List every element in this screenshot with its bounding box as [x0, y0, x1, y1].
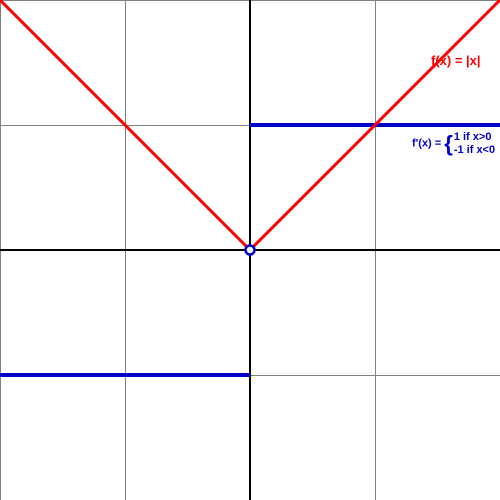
label-f: f(x) = |x| — [431, 54, 481, 68]
label-fprime-case1: 1 if x>0 — [454, 131, 495, 144]
label-fprime-case2: -1 if x<0 — [454, 144, 495, 157]
open-circle-marker — [246, 246, 255, 255]
label-fprime-cases: 1 if x>0-1 if x<0 — [454, 131, 495, 156]
derivative-chart: f(x) = |x| f'(x) = {1 if x>0-1 if x<0 — [0, 0, 500, 500]
label-fprime-prefix: f'(x) = — [412, 138, 444, 150]
plot-svg — [0, 0, 500, 500]
label-fprime: f'(x) = {1 if x>0-1 if x<0 — [412, 131, 495, 156]
brace-icon: { — [444, 135, 453, 153]
